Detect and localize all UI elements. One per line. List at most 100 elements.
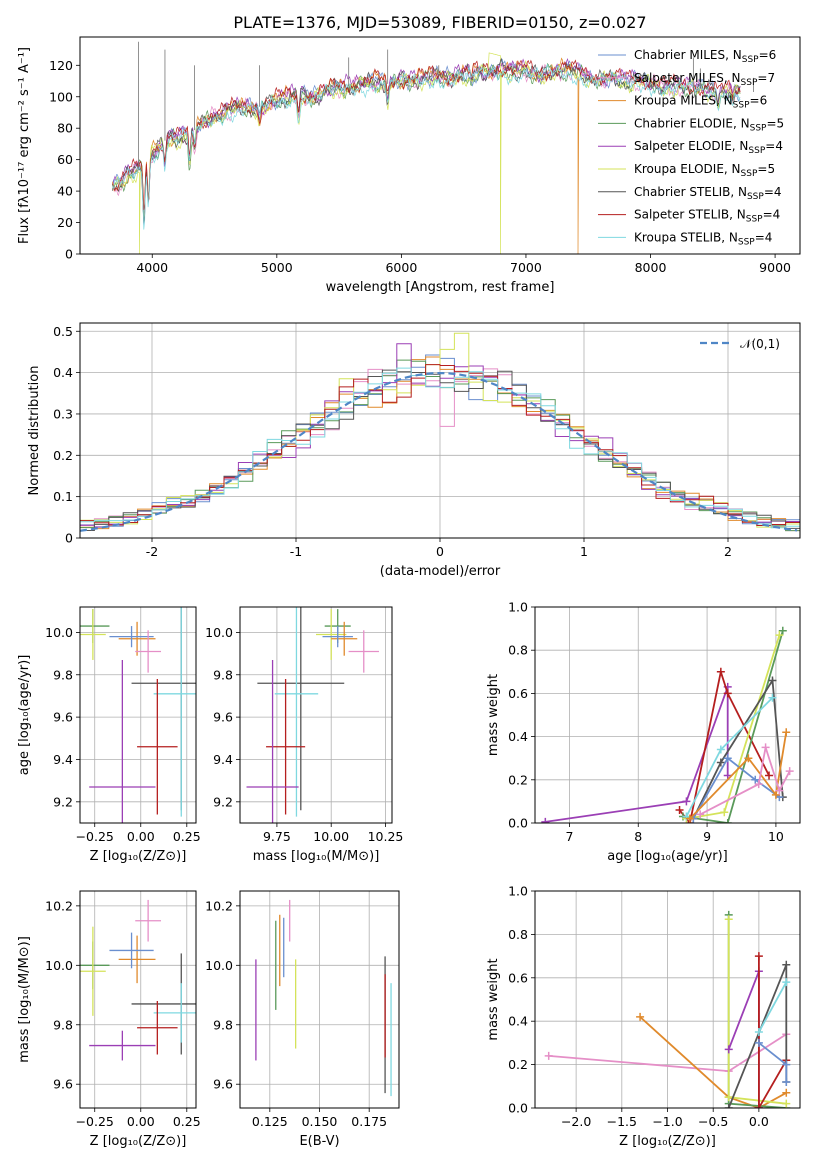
weight-line-cs [727, 964, 788, 1108]
panel-weight_Z: −2.0 −1.5 −1.0 −0.5 0.0 0.0 0.2 0.4 0.6 0.8 1.0 Z [… [486, 884, 801, 1149]
y-tick-label: 0.2 [53, 448, 73, 463]
y-axis-label: Normed distribution [27, 366, 42, 496]
x-tick-label: 0.125 [252, 1114, 288, 1129]
x-tick-label: 0.25 [173, 829, 201, 844]
x-tick-label: −0.25 [76, 829, 114, 844]
axes-frame [534, 606, 801, 824]
weight-marker-ks [716, 745, 725, 754]
weight-marker-ke [720, 808, 729, 817]
weight-marker-sm [785, 767, 794, 776]
panel-residuals: -2 -1 0 1 2 0 0.1 0.2 0.3 0.4 0.5 (data-model)/erro… [27, 322, 801, 579]
y-tick-label: 9.6 [53, 710, 73, 725]
weight-marker-km [782, 1088, 791, 1097]
legend-entry-sm: Salpeter MILES, NSSP=7 [634, 71, 775, 88]
histogram-ke [80, 332, 800, 528]
x-tick-label: 0.25 [173, 1114, 201, 1129]
spectrum-line-cs [112, 57, 741, 223]
panel-age_mass: 9.75 10.00 10.25 9.2 9.4 9.6 9.8 10.0 mass [log₁… [205, 606, 404, 864]
weight-marker-cs [782, 960, 791, 969]
weight-marker-cm [782, 1077, 791, 1086]
axes-frame [79, 606, 197, 824]
y-tick-label: 9.4 [213, 752, 233, 767]
axes-frame [79, 890, 197, 1109]
x-tick-label: −2.0 [561, 1114, 591, 1129]
legend-entry-normal: 𝒩(0,1) [740, 337, 780, 351]
panel-spectrum: 4000 5000 6000 7000 8000 9000 0 20 40 60 80 100 120 w… [17, 36, 801, 295]
weight-marker-ss [754, 1104, 763, 1108]
x-tick-label: -2 [146, 544, 158, 559]
weight-marker-se [682, 797, 691, 806]
y-tick-label: 10.0 [45, 958, 73, 973]
axes-frame [79, 36, 801, 255]
y-tick-label: 0.2 [508, 1057, 528, 1072]
weight-marker-km [744, 754, 753, 763]
panel-mass_ebv: 0.125 0.150 0.175 9.6 9.8 10.0 10.2 E(B-V) [205, 890, 400, 1149]
weight-marker-sm [761, 743, 770, 752]
plot-area [80, 332, 800, 532]
x-axis-label: E(B-V) [299, 1134, 339, 1149]
y-tick-label: 80 [57, 121, 73, 136]
weight-marker-ke [724, 915, 733, 924]
y-tick-label: 10.2 [45, 898, 73, 913]
y-tick-label: 9.8 [213, 667, 233, 682]
y-tick-label: 9.4 [53, 752, 73, 767]
weight-line-ss [758, 956, 788, 1108]
plot-area [541, 626, 794, 823]
weight-line-se [545, 686, 729, 823]
y-tick-label: 9.8 [213, 1017, 233, 1032]
weight-marker-ss [716, 667, 725, 676]
plot-area [255, 899, 392, 1097]
x-axis-label: Z [log₁₀(Z/Z⊙)] [90, 849, 187, 864]
histogram-cs [80, 369, 800, 531]
weight-marker-sm [696, 810, 705, 819]
x-axis-label: age [log₁₀(age/yr)] [607, 849, 728, 864]
weight-line-se [727, 970, 760, 1108]
y-tick-label: 9.6 [53, 1077, 73, 1092]
y-tick-label: 1.0 [508, 884, 528, 899]
y-tick-label: 0.4 [508, 1014, 528, 1029]
weight-line-ce [727, 914, 787, 1108]
y-tick-label: 0.0 [508, 1101, 528, 1116]
weight-marker-cm [754, 1038, 763, 1047]
weight-line-cm [692, 756, 780, 820]
y-axis-label: mass [log₁₀(M/M⊙)] [17, 936, 32, 1063]
normal-reference-curve [80, 372, 798, 532]
weight-marker-ss [754, 952, 763, 961]
weight-marker-km [685, 814, 694, 823]
x-axis-label: mass [log₁₀(M/M⊙)] [253, 849, 380, 864]
x-axis-label: Z [log₁₀(Z/Z⊙)] [90, 1134, 187, 1149]
y-tick-label: 40 [57, 184, 73, 199]
x-tick-label: 0.175 [351, 1114, 387, 1129]
x-tick-label: 10.25 [368, 829, 404, 844]
weight-marker-ks [754, 1028, 763, 1037]
weight-marker-cs [724, 1104, 733, 1108]
y-tick-label: 9.2 [213, 794, 233, 809]
weight-marker-ke [724, 1093, 733, 1102]
x-tick-label: 0.0 [749, 1114, 769, 1129]
y-tick-label: 120 [49, 58, 73, 73]
x-tick-label: 4000 [136, 260, 168, 275]
weight-line-cs [692, 677, 784, 820]
y-tick-label: 0.4 [53, 365, 73, 380]
weight-line-km [639, 1016, 787, 1108]
plot-area [80, 899, 196, 1061]
legend-entry-ks: Kroupa STELIB, NSSP=4 [634, 230, 772, 247]
x-tick-label: 0.150 [302, 1114, 338, 1129]
y-tick-label: 0.2 [508, 772, 528, 787]
y-tick-label: 1.0 [508, 600, 528, 615]
weight-marker-km [771, 790, 780, 799]
spectrum-line-ss [112, 59, 741, 210]
y-tick-label: 0.1 [53, 489, 73, 504]
weight-marker-se [723, 771, 732, 780]
histogram-ss [80, 364, 800, 526]
weight-marker-cm [782, 1060, 791, 1069]
weight-line-km [689, 732, 788, 820]
weight-marker-cs [768, 676, 777, 685]
weight-marker-ke [775, 631, 784, 640]
weight-marker-km [782, 728, 791, 737]
weight-marker-ss [675, 806, 684, 815]
x-tick-label: −0.25 [76, 1114, 114, 1129]
x-tick-label: 0 [436, 544, 444, 559]
legend-entry-se: Salpeter ELODIE, NSSP=4 [634, 139, 783, 156]
